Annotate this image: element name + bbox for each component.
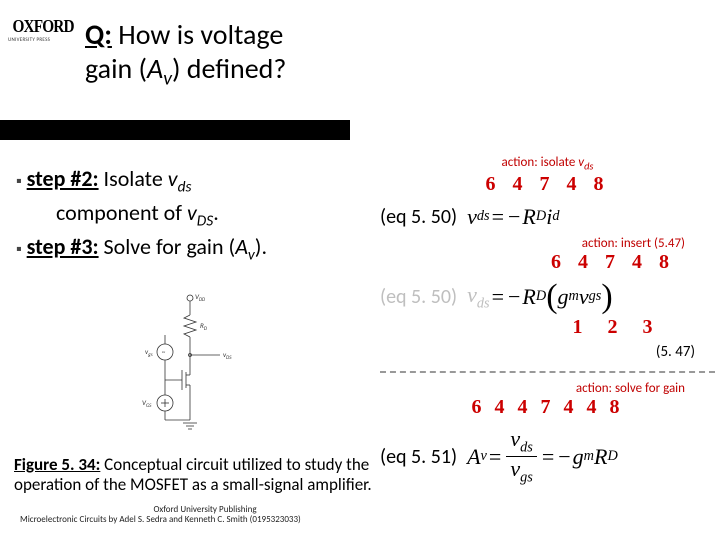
circuit-figure: VDD RD vDS ~ vgs VGS [120, 290, 260, 445]
logo-sub: UNIVERSITY PRESS [8, 37, 68, 43]
eq-5-50-b: (eq 5. 50) vds =− RD (gmvgs) [380, 282, 715, 312]
step-2: ▪ step #2: Isolate vds [16, 165, 366, 197]
svg-text:VDD: VDD [195, 292, 205, 303]
step-3: ▪ step #3: Solve for gain (Av). [16, 233, 366, 265]
bullet-icon: ▪ [16, 240, 22, 259]
logo-text: OXFORD [13, 16, 64, 37]
action-3: action: solve for gain [380, 381, 715, 396]
header-black-bar [0, 120, 350, 140]
eq-5-47-ref: (5. 47) [380, 343, 715, 361]
svg-text:VGS: VGS [142, 398, 152, 409]
red-counter-3: 1 2 3 [380, 316, 715, 339]
eq-5-51: (eq 5. 51) Av = vds vgs =− gm RD [380, 427, 715, 486]
bullet-icon: ▪ [16, 172, 22, 191]
svg-text:vgs: vgs [145, 347, 153, 358]
red-counter-1: 6 4 7 4 8 [380, 173, 715, 196]
figure-caption: Figure 5. 34: Conceptual circuit utilize… [14, 455, 374, 494]
red-counter-4: 6 4 4 7 4 4 8 [380, 396, 715, 419]
step-2-cont: component of vDS. [16, 199, 366, 231]
action-1: action: isolate vds [380, 155, 715, 173]
eq-5-50-a: (eq 5. 50) vds =− RD id [380, 204, 715, 230]
header: OXFORD UNIVERSITY PRESS Q: How is voltag… [0, 0, 720, 135]
divider-icon [380, 371, 715, 373]
action-2: action: insert (5.47) [380, 236, 715, 251]
title-q: Q: [85, 17, 112, 52]
svg-text:~: ~ [162, 347, 166, 356]
copyright: Oxford University Publishing Microelectr… [20, 505, 390, 526]
equations-panel: action: isolate vds 6 4 7 4 8 (eq 5. 50)… [380, 155, 715, 492]
svg-text:RD: RD [200, 321, 207, 332]
slide-title: Q: How is voltage gain (Av) defined? [85, 18, 355, 91]
publisher-logo: OXFORD UNIVERSITY PRESS [8, 16, 68, 43]
red-counter-2: 6 4 7 4 8 [380, 251, 715, 274]
steps-list: ▪ step #2: Isolate vds component of vDS.… [16, 165, 366, 267]
circuit-svg: VDD RD vDS ~ vgs VGS [120, 290, 260, 440]
svg-text:vDS: vDS [223, 350, 232, 361]
